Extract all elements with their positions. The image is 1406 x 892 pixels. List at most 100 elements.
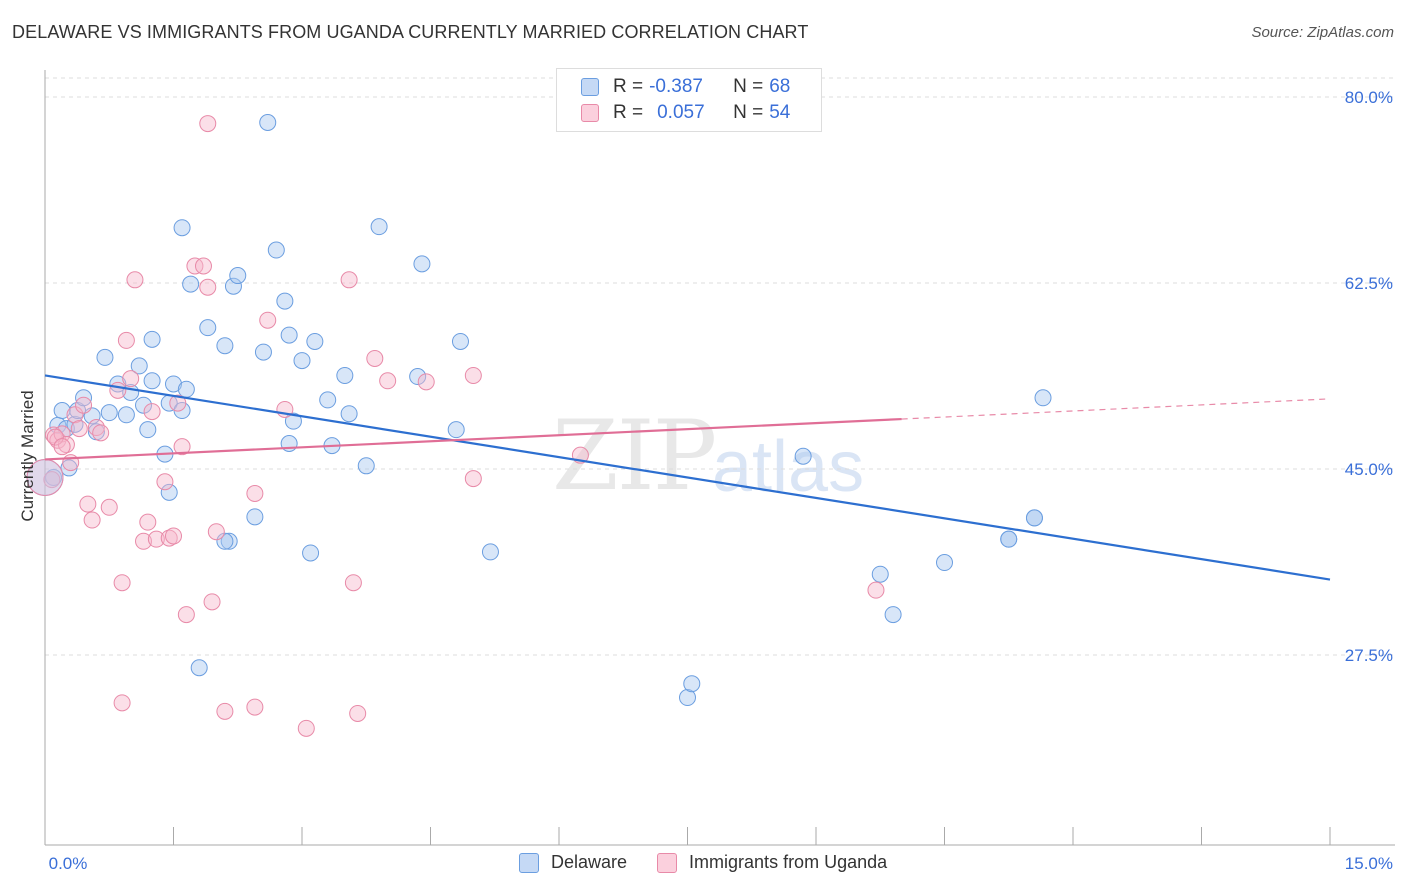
delaware-point [357,457,375,475]
uganda-point [92,424,110,442]
delaware-point [302,544,320,562]
uganda-point [100,498,118,516]
delaware-point [182,275,200,293]
uganda-point [186,257,204,275]
delaware-point [75,389,93,407]
uganda-point [43,471,61,489]
delaware-point [936,554,953,572]
delaware-point [100,404,118,422]
uganda-point [165,527,182,545]
uganda-point [173,438,191,456]
y-tick-label: 27.5% [1345,646,1393,665]
delaware-point [340,405,358,423]
delaware-point [1034,389,1052,407]
uganda-point [126,271,144,289]
uganda-point [70,420,88,438]
delaware-point [160,483,178,501]
delaware-point [117,406,135,424]
uganda-point [199,278,217,296]
legend-row-delaware: R = -0.387 N = 68 [581,75,790,99]
delaware-point [447,421,465,439]
uganda-point [207,523,225,541]
uganda-point [169,394,187,412]
delaware-point [229,267,247,285]
uganda-point [53,438,71,456]
delaware-point [96,348,114,366]
delaware-point [143,330,161,348]
uganda-point [75,396,93,414]
uganda-point [147,530,165,548]
stats-legend: R = -0.387 N = 68 R = 0.057 N = 54 [556,68,822,132]
r-label: R = [613,102,644,123]
uganda-point [113,694,131,712]
delaware-point [135,396,153,414]
uganda-point [113,574,131,592]
delaware-point [1000,530,1018,548]
bottom-legend: Delaware Immigrants from Uganda [519,852,917,873]
delaware-point [884,606,902,624]
delaware-point [319,391,337,409]
chart-source: Source: ZipAtlas.com [1251,24,1394,41]
uganda-n-value: 54 [769,102,791,123]
uganda-point [417,373,435,391]
uganda-point [46,428,64,446]
uganda-trend-line [44,417,902,461]
uganda-point [26,459,64,497]
delaware-point [481,543,499,561]
uganda-swatch [581,104,599,122]
delaware-point [190,659,208,677]
delaware-point [139,421,157,439]
uganda-point [199,115,217,133]
delaware-r-value: -0.387 [649,76,703,97]
r-label: R = [613,76,644,97]
delaware-point [280,326,298,344]
uganda-point [340,271,358,289]
uganda-point [246,698,264,716]
uganda-point [194,257,212,275]
delaware-point [220,532,238,550]
uganda-point [297,719,315,737]
x-tick-label: 0.0% [49,854,88,873]
delaware-point [336,366,354,384]
delaware-point [413,255,431,273]
y-tick-label: 45.0% [1345,460,1393,479]
delaware-point [679,689,696,707]
uganda-point [135,532,153,550]
delaware-point [173,219,191,237]
delaware-point [451,332,469,350]
delaware-trend-line [44,374,1331,581]
delaware-point [276,292,294,310]
delaware-point [246,508,264,526]
legend-item-uganda: Immigrants from Uganda [657,852,887,873]
delaware-legend-swatch [519,852,539,873]
delaware-swatch [581,78,599,96]
delaware-legend-label: Delaware [551,852,628,872]
delaware-point [1025,509,1043,527]
y-tick-label: 62.5% [1345,274,1393,293]
delaware-point [293,352,311,370]
uganda-point [379,372,397,390]
delaware-point [216,532,234,550]
delaware-point [143,372,161,390]
delaware-n-value: 68 [769,76,791,97]
uganda-r-value: 0.057 [657,102,705,123]
delaware-point [871,565,889,583]
uganda-legend-swatch [657,852,678,873]
delaware-point [370,218,388,236]
chart-title: DELAWARE VS IMMIGRANTS FROM UGANDA CURRE… [12,22,809,42]
uganda-point [139,513,157,531]
uganda-point [66,406,84,424]
uganda-trend-extension [901,398,1331,420]
legend-item-delaware: Delaware [519,852,627,873]
watermark-zip: ZIP [552,400,717,512]
delaware-point [130,357,148,375]
delaware-point [53,402,71,420]
delaware-point [216,337,234,355]
uganda-legend-label: Immigrants from Uganda [689,852,888,872]
n-label: N = [733,76,764,97]
delaware-point [306,332,324,350]
delaware-point [409,368,427,386]
uganda-point [143,403,161,421]
uganda-point [464,470,482,488]
